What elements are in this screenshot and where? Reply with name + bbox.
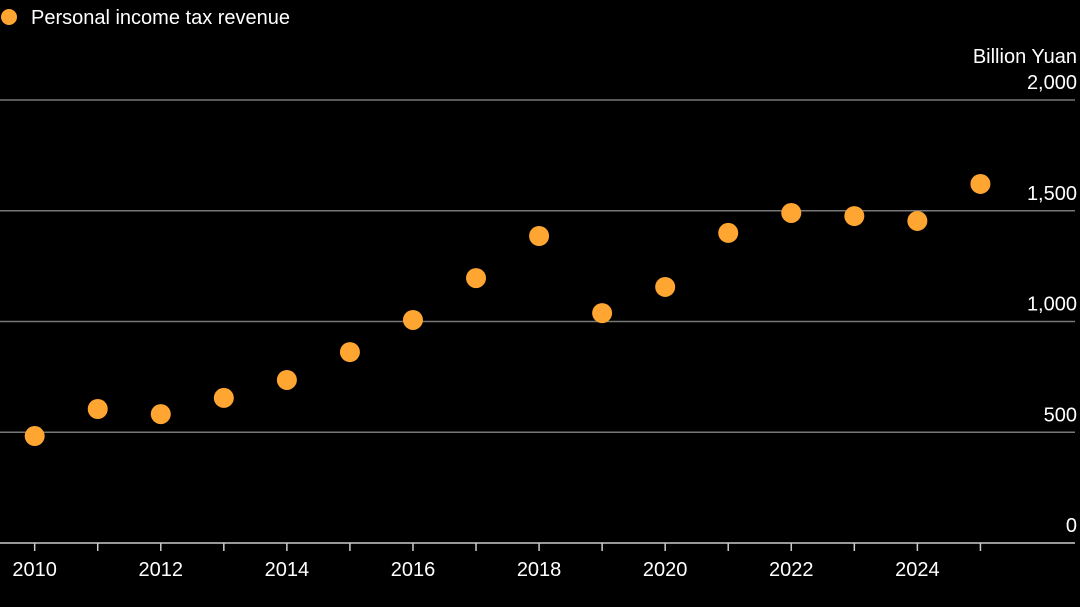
x-tick-label: 2020 [643,559,688,581]
point [87,398,108,419]
point [402,309,423,330]
point [466,268,487,289]
point [844,206,865,227]
x-tick-label: 2014 [265,559,310,581]
point [655,276,676,297]
point [781,202,802,223]
legend-label: Personal income tax revenue [31,7,290,29]
legend-marker [1,9,17,25]
point [718,222,739,243]
point [592,303,613,324]
x-tick-label: 2012 [139,559,184,581]
point [150,404,171,425]
point [276,369,297,390]
x-tick-label: 2018 [517,559,562,581]
x-tick-label: 2022 [769,559,814,581]
x-tick-label: 2010 [12,559,57,581]
y-tick-label: 500 [1044,404,1077,426]
y-tick-label: 1,500 [1027,183,1077,205]
point [970,173,991,194]
point [907,210,928,231]
x-tick-label: 2016 [391,559,436,581]
point [529,226,550,247]
point [24,426,45,447]
y-tick-label: 2,000 [1027,72,1077,94]
y-tick-label: 1,000 [1027,294,1077,316]
y-unit-label: Billion Yuan [973,46,1077,68]
point [339,342,360,363]
y-tick-label: 0 [1066,515,1077,537]
x-tick-label: 2024 [895,559,940,581]
point [213,387,234,408]
